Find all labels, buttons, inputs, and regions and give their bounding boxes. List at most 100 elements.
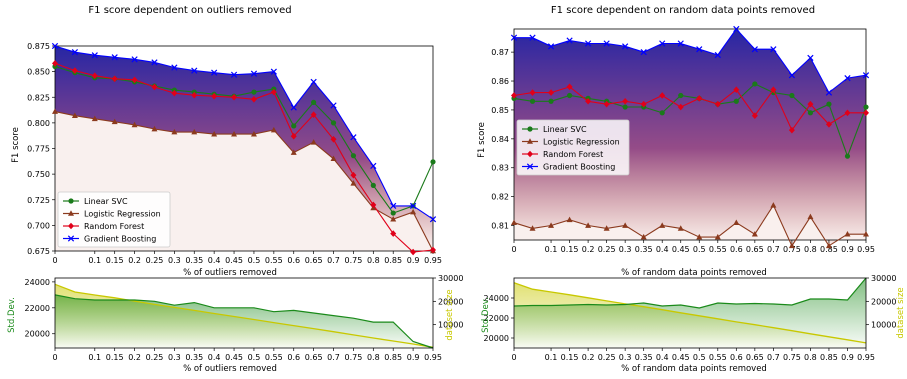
data-point: [622, 104, 628, 110]
data-point: [251, 89, 257, 95]
data-point: [330, 155, 337, 162]
x-tick-label: 0.45: [225, 256, 243, 265]
legend-label: Random Forest: [543, 150, 603, 159]
data-point: [91, 115, 98, 122]
x-tick-label: 0.55: [709, 245, 727, 254]
data-point: [211, 92, 218, 100]
legend-item: Logistic Regression: [63, 210, 161, 219]
data-point: [807, 110, 814, 116]
data-point: [410, 208, 417, 215]
legend-item: Linear SVC: [522, 125, 587, 134]
y-axis-label: F1 score: [477, 122, 487, 158]
x-tick-label: 0.15: [561, 245, 579, 254]
data-point: [714, 100, 721, 108]
data-point: [370, 162, 377, 170]
legend-marker: [527, 138, 533, 144]
data-point: [429, 216, 437, 223]
legend-item: Random Forest: [63, 222, 144, 231]
data-point: [390, 230, 397, 237]
plot-area: 0.6750.7000.7250.7500.7750.8000.8250.850…: [27, 42, 442, 265]
data-point: [788, 126, 795, 134]
data-point: [250, 70, 258, 77]
x-tick-label: 0.1: [545, 245, 558, 254]
x-tick-label: 0: [511, 245, 516, 254]
data-point: [825, 121, 832, 128]
x-tick-label: 0.65: [305, 353, 323, 362]
data-point: [584, 40, 592, 47]
x-tick-label: 0.55: [265, 256, 283, 265]
data-point: [585, 97, 592, 105]
data-point: [171, 89, 178, 97]
data-point: [191, 91, 198, 99]
x-tick-label: 0.2: [128, 353, 141, 362]
series-line: [514, 28, 867, 94]
x-tick-label: 0.95: [857, 353, 875, 362]
series-gradient-boosting: [510, 25, 870, 96]
x-tick-label: 0.85: [820, 245, 838, 254]
legend-label: Random Forest: [84, 222, 144, 231]
legend: Linear SVC Logistic Regression Random Fore…: [57, 191, 171, 248]
data-point: [111, 54, 118, 61]
data-point: [789, 92, 795, 99]
legend-box: [57, 191, 171, 248]
y-tick-label: 22000: [484, 314, 509, 323]
axes-frame: [54, 277, 434, 349]
data-point: [151, 59, 158, 66]
chart-title: F1 score dependent on outliers removed: [88, 5, 291, 16]
size-line: [513, 282, 867, 344]
data-point: [696, 233, 703, 240]
x-tick-label: 0.85: [384, 353, 402, 362]
legend-item: Linear SVC: [63, 197, 128, 206]
data-point: [696, 46, 703, 53]
data-point: [91, 72, 98, 80]
y-tick-label: 0.850: [27, 68, 50, 77]
y-tick-label: 0.87: [491, 48, 509, 57]
x-tick-label: 0.85: [384, 256, 402, 265]
x-tick-label: 0.1: [88, 353, 101, 362]
x-axis-label: % of outliers removed: [183, 268, 277, 278]
x-tick-label: 0.75: [783, 245, 801, 254]
data-point: [310, 78, 317, 85]
y-tick-label: 0.875: [27, 42, 50, 51]
x-tick-label: 0.35: [635, 353, 653, 362]
x-tick-label: 0.7: [327, 353, 340, 362]
x-tick-label: 0.4: [208, 353, 221, 362]
data-point: [863, 109, 869, 117]
axes-frame: [513, 277, 867, 349]
x-tick-label: 0.5: [248, 353, 261, 362]
x-tick-label: 0.8: [367, 353, 380, 362]
data-point: [826, 101, 832, 107]
series-line: [54, 111, 434, 252]
data-point: [511, 92, 517, 99]
data-point: [862, 72, 870, 79]
data-point: [548, 89, 555, 96]
legend-marker: [68, 222, 74, 230]
data-point: [863, 104, 869, 110]
data-point: [231, 93, 238, 101]
x-tick-label: 0.6: [287, 256, 300, 265]
data-point: [622, 222, 629, 228]
data-point: [390, 202, 397, 210]
data-point: [350, 134, 357, 141]
data-point: [430, 159, 436, 165]
x-tick-label: 0.1: [88, 256, 101, 265]
data-point: [250, 96, 257, 103]
y-tick-label: 0.83: [491, 164, 509, 173]
x-tick-label: 0.95: [857, 245, 875, 254]
y-tick-label: 0.725: [27, 196, 50, 205]
data-point: [131, 76, 138, 84]
data-point: [696, 95, 703, 102]
x-tick-label: 0.9: [407, 353, 420, 362]
x-tick-label: 0.7: [767, 353, 780, 362]
legend-box: [516, 119, 630, 176]
data-point: [788, 242, 795, 249]
data-point: [640, 100, 647, 108]
data-point: [111, 75, 118, 83]
data-point: [566, 216, 573, 223]
y-tick-label: 24000: [484, 294, 509, 303]
x-tick-label: 0.35: [185, 353, 203, 362]
series-line: [54, 62, 434, 253]
x-tick-label: 0.7: [327, 256, 340, 265]
data-point: [330, 120, 337, 126]
